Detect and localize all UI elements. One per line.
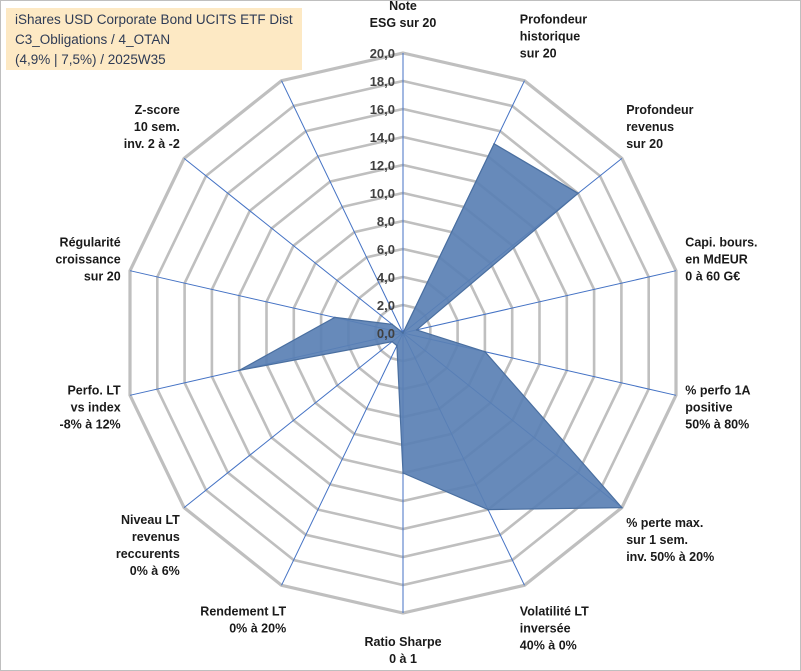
data-series-area — [238, 143, 623, 511]
tick-label: 14,0 — [370, 130, 395, 145]
axis-label: % perte max. sur 1 sem. inv. 50% à 20% — [626, 516, 714, 564]
axis-label: Z-score 10 sem. inv. 2 à -2 — [124, 103, 180, 151]
axis-label: Note ESG sur 20 — [370, 0, 437, 30]
axis-label-line: positive — [685, 400, 732, 414]
tick-label: 10,0 — [370, 186, 395, 201]
tick-label: 4,0 — [377, 270, 395, 285]
axis-label-line: Profondeur — [626, 103, 693, 117]
chart-title-line-2: C3_Obligations / 4_OTAN — [15, 32, 171, 47]
tick-label: 18,0 — [370, 74, 395, 89]
axis-label-line: Régularité — [60, 236, 121, 250]
axis-label: Niveau LT revenus reccurents 0% à 6% — [116, 513, 180, 578]
axis-label: Régularité croissance sur 20 — [55, 236, 120, 284]
chart-title-line-1: iShares USD Corporate Bond UCITS ETF Dis… — [15, 12, 293, 27]
axis-label-line: 0% à 20% — [229, 622, 286, 636]
axis-label-line: inversée — [520, 622, 571, 636]
axis-label-line: historique — [520, 29, 580, 43]
chart-title-line-3: (4,9% | 7,5%) / 2025W35 — [15, 52, 166, 67]
data-point — [334, 316, 336, 319]
data-point — [484, 350, 486, 353]
tick-label: 6,0 — [377, 242, 395, 257]
chart-title-box: iShares USD Corporate Bond UCITS ETF Dis… — [6, 8, 302, 70]
axis-label-line: Capi. bours. — [685, 236, 757, 250]
axis-label-line: reccurents — [116, 547, 180, 561]
axis-label-line: sur 1 sem. — [626, 533, 688, 547]
data-point — [402, 332, 404, 334]
axis-label: % perfo 1A positive 50% à 80% — [685, 383, 750, 431]
axis-label-line: Z-score — [135, 103, 180, 117]
tick-label: 0,0 — [377, 326, 395, 341]
data-point — [396, 344, 398, 347]
tick-label: 2,0 — [377, 298, 395, 313]
axis-label-line: -8% à 12% — [60, 417, 121, 431]
axis-spoke — [183, 158, 404, 334]
tick-label: 16,0 — [370, 102, 395, 117]
axis-label-line: 50% à 80% — [685, 417, 749, 431]
axis-label-line: Note — [389, 0, 417, 13]
axis-spoke — [281, 332, 404, 586]
axis-label-line: 40% à 0% — [520, 639, 577, 653]
axis-label-line: vs index — [71, 400, 121, 414]
data-point — [487, 508, 489, 511]
axis-label-line: Volatilité LT — [520, 605, 589, 619]
axis-spoke — [183, 332, 404, 508]
axis-label: Profondeur historique sur 20 — [520, 12, 587, 60]
axis-label-line: ESG sur 20 — [370, 16, 437, 30]
axis-label-line: sur 20 — [520, 46, 557, 60]
axis-label-line: inv. 50% à 20% — [626, 550, 714, 564]
axis-label: Volatilité LT inversée 40% à 0% — [520, 605, 589, 653]
axis-label: Profondeur revenus sur 20 — [626, 103, 693, 151]
axis-label-line: en MdEUR — [685, 253, 748, 267]
data-point — [577, 192, 579, 195]
tick-label: 20,0 — [370, 46, 395, 61]
axis-label-line: revenus — [626, 120, 674, 134]
data-point — [402, 472, 404, 474]
axis-label-line: Profondeur — [520, 12, 587, 26]
axis-label: Capi. bours. en MdEUR 0 à 60 G€ — [685, 236, 757, 284]
data-point — [493, 143, 495, 145]
data-point — [415, 329, 418, 331]
tick-label: 8,0 — [377, 214, 395, 229]
axis-spoke — [281, 80, 404, 334]
data-point — [621, 506, 623, 509]
axis-label: Rendement LT 0% à 20% — [200, 605, 286, 636]
axis-label: Perfo. LT vs index -8% à 12% — [60, 383, 122, 431]
axis-label-line: % perte max. — [626, 516, 703, 530]
axis-label-line: % perfo 1A — [685, 383, 750, 397]
axis-label-line: inv. 2 à -2 — [124, 137, 180, 151]
axis-label-line: sur 20 — [84, 270, 121, 284]
axis-label: Ratio Sharpe 0 à 1 — [364, 635, 441, 666]
axis-label-line: Ratio Sharpe — [364, 635, 441, 649]
axis-label-line: sur 20 — [626, 137, 663, 151]
axis-spoke — [402, 270, 677, 334]
axis-label-line: Rendement LT — [200, 605, 286, 619]
axis-label-line: croissance — [55, 253, 120, 267]
axis-label-line: 10 sem. — [134, 120, 180, 134]
data-point — [391, 340, 393, 343]
data-point — [238, 369, 240, 372]
axis-label-line: 0% à 6% — [130, 564, 180, 578]
axis-label-line: revenus — [132, 530, 180, 544]
axis-label-line: 0 à 1 — [389, 652, 417, 666]
axis-label-line: Perfo. LT — [67, 383, 121, 397]
axis-label-line: Niveau LT — [121, 513, 180, 527]
data-point — [391, 323, 393, 326]
axis-label-line: 0 à 60 G€ — [685, 270, 740, 284]
tick-label: 12,0 — [370, 158, 395, 173]
